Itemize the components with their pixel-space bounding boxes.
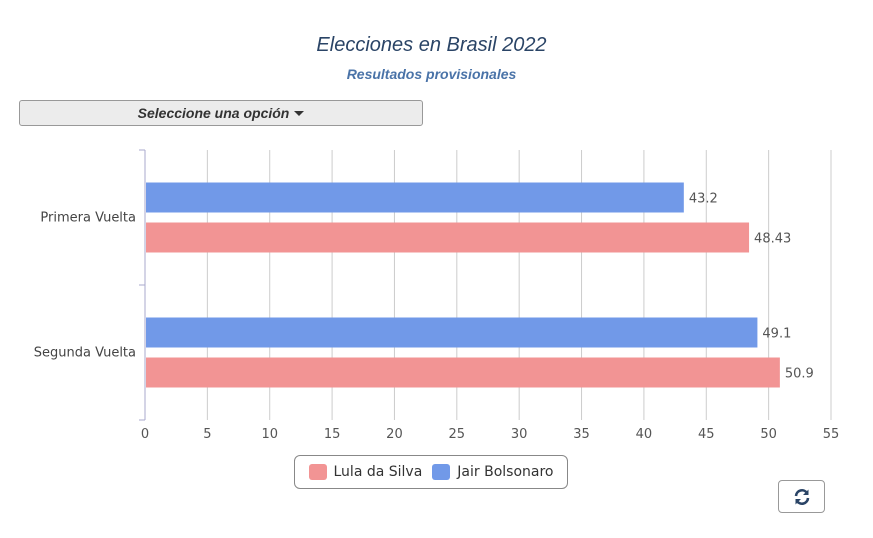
data-label: 50.9 <box>785 367 814 382</box>
refresh-icon <box>794 488 809 505</box>
bar <box>146 222 750 253</box>
y-tick-label: Primera Vuelta <box>40 211 136 226</box>
data-label: 43.2 <box>689 192 718 207</box>
x-tick-label: 55 <box>823 427 840 442</box>
x-tick-label: 20 <box>386 427 403 442</box>
legend-label: Lula da Silva <box>333 464 423 480</box>
dropdown-label: Seleccione una opción <box>137 105 290 121</box>
data-label: 48.43 <box>754 232 791 247</box>
x-tick-label: 40 <box>636 427 653 442</box>
bar <box>146 182 684 213</box>
legend-item-bolsonaro[interactable]: Jair Bolsonaro <box>432 464 554 480</box>
x-tick-label: 30 <box>511 427 528 442</box>
option-dropdown[interactable]: Seleccione una opción <box>19 100 423 126</box>
x-tick-label: 5 <box>203 427 211 442</box>
legend-item-lula[interactable]: Lula da Silva <box>308 464 423 480</box>
x-tick-label: 0 <box>141 427 149 442</box>
legend-swatch <box>308 464 327 480</box>
legend-label: Jair Bolsonaro <box>457 464 554 480</box>
caret-down-icon <box>294 110 305 116</box>
x-tick-label: 25 <box>449 427 466 442</box>
x-tick-label: 15 <box>324 427 341 442</box>
x-tick-label: 50 <box>760 427 777 442</box>
bar <box>146 357 780 388</box>
chart-title: Elecciones en Brasil 2022 <box>316 34 547 56</box>
x-tick-label: 35 <box>573 427 590 442</box>
y-tick-label: Segunda Vuelta <box>34 346 136 361</box>
chart-subtitle: Resultados provisionales <box>346 66 517 82</box>
x-tick-label: 45 <box>698 427 715 442</box>
x-tick-label: 10 <box>261 427 278 442</box>
bar <box>146 317 758 348</box>
refresh-button[interactable] <box>778 480 825 513</box>
chart-legend: Lula da Silva Jair Bolsonaro <box>294 455 568 489</box>
legend-swatch <box>432 464 451 480</box>
data-label: 49.1 <box>762 327 791 342</box>
